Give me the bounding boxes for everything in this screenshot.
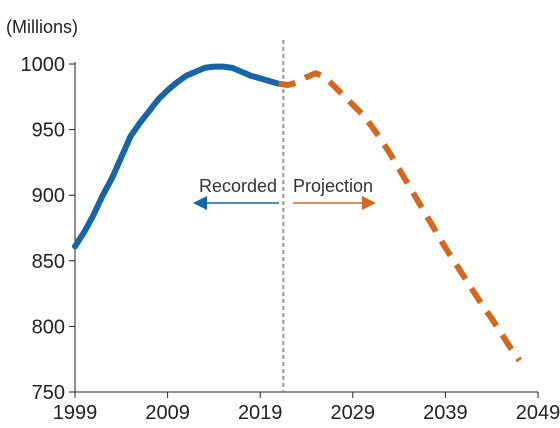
projection-arrow-head	[362, 196, 376, 210]
y-tick-label: 850	[32, 251, 65, 273]
recorded-label: Recorded	[199, 176, 277, 196]
series-layer	[72, 63, 522, 363]
recorded-arrow-head	[193, 196, 207, 210]
y-tick-label: 1000	[21, 54, 66, 76]
y-tick-label: 800	[32, 316, 65, 338]
annotation-layer: Recorded Projection	[193, 176, 376, 210]
projection-label: Projection	[293, 176, 373, 196]
y-tick-label: 750	[32, 382, 65, 404]
recorded-series-line	[72, 63, 282, 250]
x-tick-label: 2029	[331, 402, 376, 424]
x-tick-label: 2049	[516, 402, 560, 424]
x-tick-label: 1999	[53, 402, 98, 424]
x-tick-label: 2019	[238, 402, 283, 424]
chart-axes: 750 800 850 900 950 1000 1999 2009 2019 2029 2039 2…	[21, 54, 560, 424]
x-tick-label: 2039	[423, 402, 468, 424]
unit-label: (Millions)	[6, 17, 78, 37]
y-tick-label: 900	[32, 185, 65, 207]
x-tick-label: 2009	[145, 402, 190, 424]
y-tick-label: 950	[32, 120, 65, 142]
projection-series-line	[278, 70, 522, 363]
